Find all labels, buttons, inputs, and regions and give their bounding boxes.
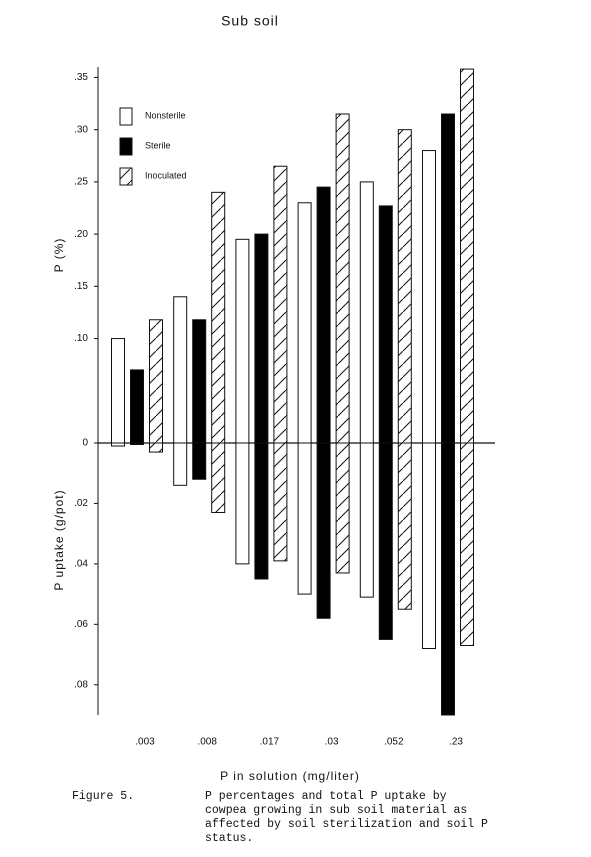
y-tick-label: .35 (74, 72, 88, 83)
y-tick-label: .15 (74, 281, 88, 292)
x-tick-label: .03 (325, 737, 339, 748)
bar (211, 442, 226, 514)
bar (149, 319, 163, 444)
bar (335, 442, 350, 574)
legend-label: Sterile (145, 140, 171, 150)
legend-label: Nonsterile (145, 110, 186, 120)
bar (130, 442, 144, 446)
bar (297, 442, 312, 595)
x-tick-label: .008 (197, 737, 217, 748)
bar (422, 150, 436, 444)
y-tick-label: 0 (82, 438, 88, 449)
bar (211, 191, 226, 444)
y-tick-label: .30 (74, 124, 88, 135)
y-tick-label: .02 (74, 498, 88, 509)
y-tick-label: .06 (74, 619, 88, 630)
bar (441, 113, 455, 444)
y-tick-label: .10 (74, 333, 88, 344)
bar (297, 202, 312, 444)
bar (111, 442, 125, 447)
bar (460, 442, 474, 646)
bar (192, 319, 207, 444)
legend-swatch (119, 137, 133, 156)
x-tick-label: .003 (135, 737, 155, 748)
bar (460, 68, 474, 444)
x-tick-label: .017 (260, 737, 280, 748)
bar (111, 338, 125, 444)
bar (254, 233, 269, 444)
bar (397, 129, 412, 444)
bar (173, 442, 188, 486)
bar (192, 442, 207, 480)
caption-line: status. (205, 832, 253, 845)
bar (378, 442, 393, 640)
chart-title: Sub soil (221, 13, 279, 29)
y-tick-label: .25 (74, 177, 88, 188)
legend-label: Inoculated (145, 170, 187, 180)
bar (235, 442, 250, 565)
bar (422, 442, 436, 650)
bar (273, 442, 288, 562)
bar (273, 165, 288, 444)
bar (359, 181, 374, 444)
bar (359, 442, 374, 598)
caption-line: affected by soil sterilization and soil … (205, 818, 488, 831)
bar (130, 369, 144, 444)
bar (441, 442, 455, 716)
bar (254, 442, 269, 580)
x-tick-label: .23 (449, 737, 463, 748)
y-tick-label: .20 (74, 229, 88, 240)
caption-label: Figure 5. (72, 790, 134, 803)
bar (173, 296, 188, 444)
bar (316, 186, 331, 444)
x-tick-label: .052 (384, 737, 404, 748)
y-axis-label: P uptake (g/pot) (52, 489, 66, 590)
legend-swatch (119, 107, 133, 126)
y-tick-label: .04 (74, 559, 88, 570)
caption-line: cowpea growing in sub soil material as (205, 804, 467, 817)
legend-swatch (119, 167, 133, 186)
y-axis-label: P (%) (52, 238, 66, 273)
caption-line: P percentages and total P uptake by (205, 790, 447, 803)
bar (235, 238, 250, 444)
y-tick-label: .08 (74, 679, 88, 690)
bar (378, 205, 393, 444)
bar (149, 442, 163, 453)
bar (316, 442, 331, 619)
x-axis-label: P in solution (mg/liter) (220, 769, 360, 783)
bar (335, 113, 350, 444)
bar (397, 442, 412, 610)
